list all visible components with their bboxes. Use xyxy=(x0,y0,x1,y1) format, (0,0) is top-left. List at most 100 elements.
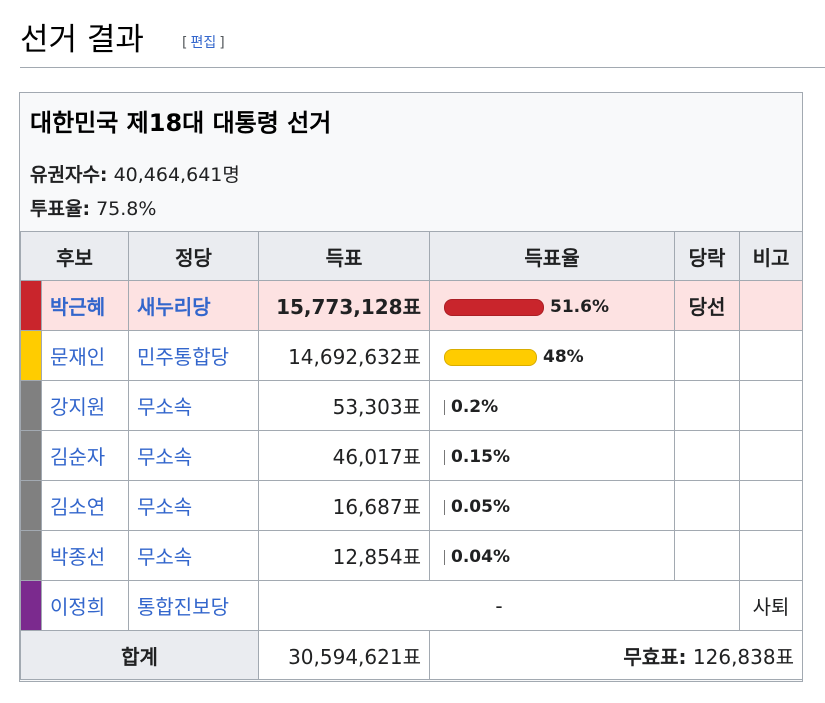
share-bar xyxy=(444,499,445,515)
infobox-caption: 대한민국 제18대 대통령 선거 xyxy=(30,109,332,137)
eligible-voters: 유권자수: 40,464,641명 xyxy=(30,161,240,189)
edit-section: [편집] xyxy=(182,28,225,58)
party-color-swatch xyxy=(20,280,42,331)
party-link[interactable]: 새누리당 xyxy=(137,295,211,319)
header-party: 정당 xyxy=(128,231,259,281)
party-cell: 무소속 xyxy=(128,380,259,431)
votes-cell: 16,687표 xyxy=(258,480,430,531)
note-cell xyxy=(739,480,803,531)
results-table: 후보 정당 득표 득표율 당락 비고 박근혜 새누리당 15,773,128표 51.… xyxy=(20,231,803,680)
share-percent: 51.6% xyxy=(550,297,609,317)
result-cell xyxy=(674,530,740,581)
note-cell xyxy=(739,380,803,431)
party-link[interactable]: 민주통합당 xyxy=(137,345,229,369)
invalid-votes-value: 126,838표 xyxy=(692,644,794,669)
candidate-cell: 박종선 xyxy=(41,530,129,581)
share-cell: 0.15% xyxy=(429,430,675,481)
result-cell: 당선 xyxy=(674,280,740,331)
note-cell xyxy=(739,330,803,381)
votes-cell: 12,854표 xyxy=(258,530,430,581)
candidate-row: 박근혜 새누리당 15,773,128표 51.6% 당선 xyxy=(20,280,803,331)
party-color-swatch xyxy=(20,430,42,481)
share-cell: 0.2% xyxy=(429,380,675,431)
share-cell: 0.04% xyxy=(429,530,675,581)
party-cell: 통합진보당 xyxy=(128,580,259,631)
votes-cell: 15,773,128표 xyxy=(258,280,430,331)
share-bar xyxy=(444,348,537,366)
header-share: 득표율 xyxy=(429,231,675,281)
party-color-swatch xyxy=(20,580,42,631)
party-cell: 무소속 xyxy=(128,430,259,481)
share-cell: 0.05% xyxy=(429,480,675,531)
party-color-swatch xyxy=(20,330,42,381)
candidate-cell: 박근혜 xyxy=(41,280,129,331)
note-cell xyxy=(739,280,803,331)
candidate-cell: 강지원 xyxy=(41,380,129,431)
invalid-votes: 무효표: 126,838표 xyxy=(429,630,803,680)
candidate-link[interactable]: 강지원 xyxy=(50,395,106,419)
eligible-voters-label: 유권자수: xyxy=(30,164,108,186)
share-bar xyxy=(444,298,544,316)
candidate-link[interactable]: 김소연 xyxy=(50,495,106,519)
candidate-cell: 이정희 xyxy=(41,580,129,631)
party-link[interactable]: 통합진보당 xyxy=(137,595,229,619)
candidate-link[interactable]: 문재인 xyxy=(50,345,106,369)
candidate-link[interactable]: 김순자 xyxy=(50,445,106,469)
share-percent: 0.04% xyxy=(451,547,510,567)
party-cell: 새누리당 xyxy=(128,280,259,331)
party-cell: 민주통합당 xyxy=(128,330,259,381)
edit-bracket-open: [ xyxy=(182,35,188,51)
party-color-swatch xyxy=(20,480,42,531)
candidate-row: 김소연 무소속 16,687표 0.05% xyxy=(20,480,803,531)
share-bar xyxy=(444,399,445,415)
result-cell xyxy=(674,480,740,531)
share-cell: 51.6% xyxy=(429,280,675,331)
table-header-row: 후보 정당 득표 득표율 당락 비고 xyxy=(20,231,803,281)
withdrawn-note: 사퇴 xyxy=(739,580,803,631)
candidate-cell: 문재인 xyxy=(41,330,129,381)
party-cell: 무소속 xyxy=(128,480,259,531)
turnout-label: 투표율: xyxy=(30,198,91,220)
share-percent: 0.2% xyxy=(451,397,499,417)
party-link[interactable]: 무소속 xyxy=(137,395,193,419)
party-link[interactable]: 무소속 xyxy=(137,545,193,569)
votes-cell: 53,303표 xyxy=(258,380,430,431)
edit-link[interactable]: 편집 xyxy=(190,35,217,51)
share-cell: 48% xyxy=(429,330,675,381)
note-cell xyxy=(739,430,803,481)
share-bar xyxy=(444,549,445,565)
party-link[interactable]: 무소속 xyxy=(137,495,193,519)
party-color-swatch xyxy=(20,380,42,431)
withdrawn-dash: - xyxy=(258,580,740,631)
withdrawn-row: 이정희 통합진보당 - 사퇴 xyxy=(20,580,803,631)
edit-bracket-close: ] xyxy=(219,35,225,51)
note-cell xyxy=(739,530,803,581)
total-votes: 30,594,621표 xyxy=(258,630,430,680)
share-bar xyxy=(444,449,445,465)
header-candidate: 후보 xyxy=(20,231,129,281)
result-cell xyxy=(674,430,740,481)
result-cell xyxy=(674,380,740,431)
candidate-link[interactable]: 박근혜 xyxy=(50,295,106,319)
share-percent: 0.15% xyxy=(451,447,510,467)
share-percent: 0.05% xyxy=(451,497,510,517)
turnout: 투표율: 75.8% xyxy=(30,195,156,223)
total-label: 합계 xyxy=(20,630,259,680)
candidate-cell: 김순자 xyxy=(41,430,129,481)
candidate-link[interactable]: 박종선 xyxy=(50,545,106,569)
invalid-votes-label: 무효표: xyxy=(623,644,687,669)
candidate-row: 강지원 무소속 53,303표 0.2% xyxy=(20,380,803,431)
party-link[interactable]: 무소속 xyxy=(137,445,193,469)
votes-cell: 14,692,632표 xyxy=(258,330,430,381)
candidate-link[interactable]: 이정희 xyxy=(50,595,106,619)
party-cell: 무소속 xyxy=(128,530,259,581)
header-votes: 득표 xyxy=(258,231,430,281)
section-title: 선거 결과 xyxy=(20,22,144,58)
election-infobox: 대한민국 제18대 대통령 선거 유권자수: 40,464,641명 투표율: … xyxy=(19,92,803,682)
candidate-row: 박종선 무소속 12,854표 0.04% xyxy=(20,530,803,581)
candidate-row: 김순자 무소속 46,017표 0.15% xyxy=(20,430,803,481)
result-cell xyxy=(674,330,740,381)
candidate-row: 문재인 민주통합당 14,692,632표 48% xyxy=(20,330,803,381)
turnout-value: 75.8% xyxy=(96,198,157,220)
total-row: 합계 30,594,621표 무효표: 126,838표 xyxy=(20,630,803,680)
